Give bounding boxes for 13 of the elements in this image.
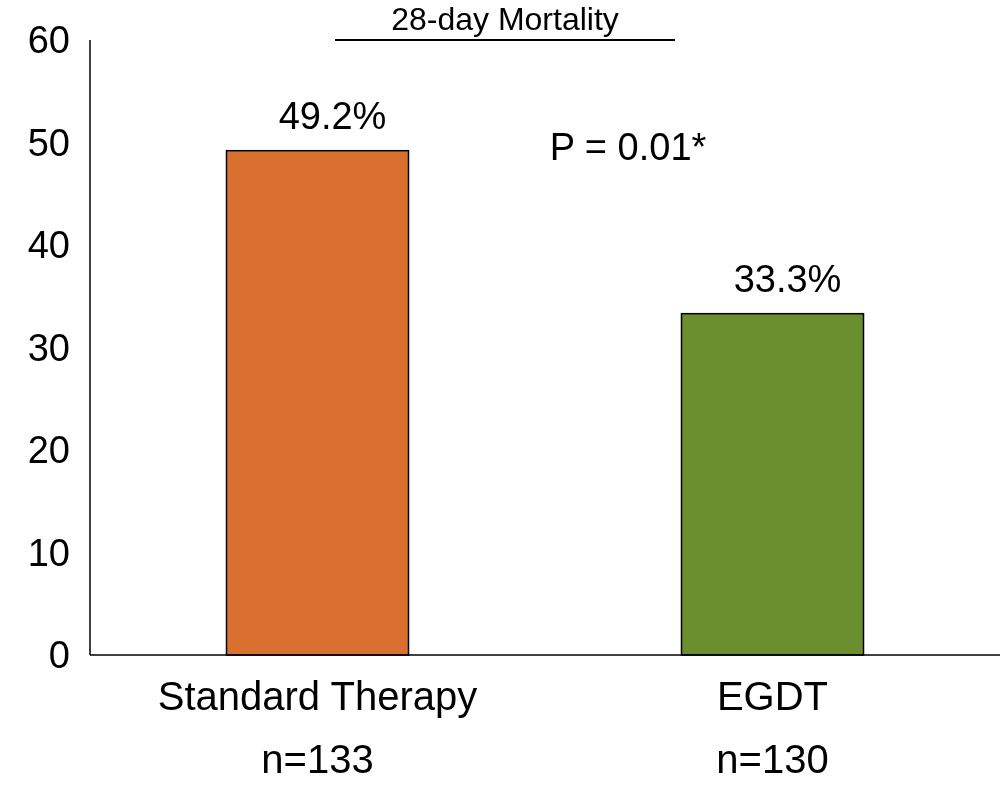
y-tick-label: 40	[27, 224, 70, 267]
y-tick-label: 0	[48, 634, 70, 677]
y-tick-label: 30	[27, 326, 70, 369]
data-label: 49.2%	[278, 94, 387, 137]
y-tick-label: 50	[27, 121, 70, 164]
x-tick-label: EGDT n=130	[716, 674, 829, 781]
chart-title: 28-day Mortality	[391, 1, 619, 37]
x-tick-label: Standard Therapy n=133	[157, 674, 478, 781]
data-label: 33.3%	[733, 257, 842, 300]
annotation: P = 0.01*	[549, 126, 707, 168]
y-tick-label: 10	[27, 531, 70, 574]
y-tick-label: 60	[27, 19, 70, 62]
y-tick-label: 20	[27, 429, 70, 472]
